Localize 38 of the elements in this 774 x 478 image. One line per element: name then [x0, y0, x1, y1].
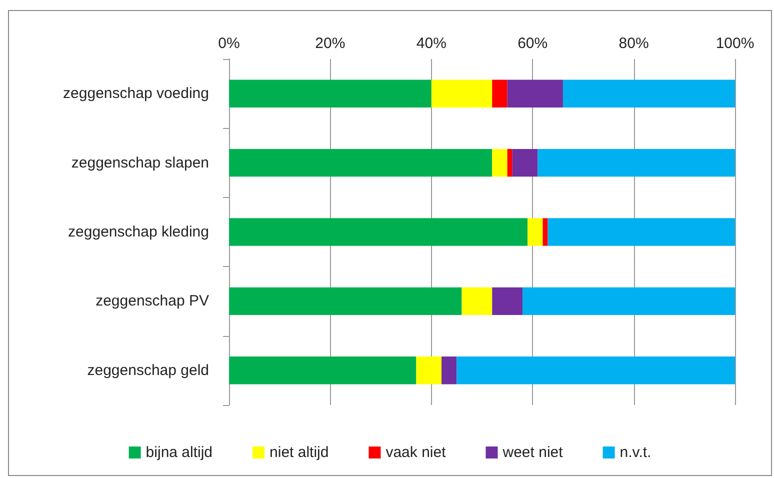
legend-label: n.v.t.: [620, 444, 652, 461]
bar: [492, 287, 522, 316]
bar: [229, 287, 462, 316]
x-tick-label: 40%: [416, 35, 446, 52]
bar: [229, 218, 528, 246]
x-tick-label: 100%: [716, 35, 754, 52]
x-tick-label: 80%: [618, 35, 649, 52]
bar: [522, 287, 735, 316]
bar: [562, 80, 735, 108]
bar: [528, 218, 543, 246]
bar: [538, 148, 735, 177]
legend-label: weet niet: [502, 444, 564, 461]
bar: [542, 218, 548, 246]
y-tick-label: zeggenschap PV: [96, 292, 209, 310]
legend-label: bijna altijd: [146, 444, 213, 461]
bar: [431, 80, 492, 108]
bar: [462, 287, 492, 316]
legend-label: vaak niet: [386, 444, 447, 461]
x-tick-label: 20%: [315, 35, 346, 52]
bar: [492, 80, 508, 108]
bar: [229, 148, 492, 177]
bar: [416, 356, 442, 384]
bar: [442, 356, 457, 384]
x-tick-label: 0%: [218, 35, 240, 52]
bar: [548, 218, 735, 246]
y-tick-label: zeggenschap slapen: [71, 154, 209, 172]
bar: [507, 80, 563, 108]
legend-label: niet altijd: [270, 444, 329, 461]
bar: [492, 148, 508, 177]
bar: [456, 356, 735, 384]
y-tick-label: zeggenschap kleding: [68, 224, 209, 240]
bar: [229, 80, 432, 108]
bar: [512, 148, 538, 177]
bar: [507, 148, 512, 177]
y-tick-label: zeggenschap voeding: [63, 85, 209, 102]
x-tick-label: 60%: [518, 35, 548, 52]
y-tick-label: zeggenschap geld: [87, 362, 209, 379]
bar: [229, 356, 416, 384]
